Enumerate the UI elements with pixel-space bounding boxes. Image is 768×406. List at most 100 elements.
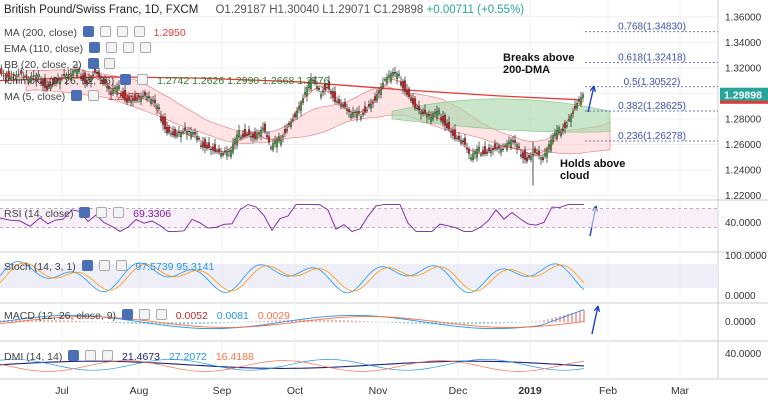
candle-body	[450, 131, 452, 132]
candle-body	[544, 153, 546, 156]
macd-histogram-bar	[539, 321, 541, 322]
candle-body	[304, 92, 306, 95]
candle-body	[360, 117, 362, 119]
close-icon[interactable]	[123, 42, 134, 53]
candle-body	[392, 72, 394, 75]
x-tick-label: Oct	[287, 385, 303, 397]
dmi-legend[interactable]: DMI (14, 14) 21.4673 27.2072 16.4188	[4, 350, 254, 363]
macd-histogram-bar	[463, 322, 465, 325]
x-tick-label: 2019	[518, 385, 542, 397]
visibility-toggle-icon[interactable]	[83, 26, 94, 37]
candle-body	[140, 97, 142, 101]
candle-body	[522, 153, 524, 158]
annotation-holds: Holds above cloud	[560, 158, 625, 182]
candle-body	[176, 134, 178, 137]
settings-icon[interactable]	[137, 74, 148, 85]
macd-histogram-bar	[355, 321, 357, 323]
symbol-title[interactable]: British Pound/Swiss Franc, 1D, FXCM	[4, 4, 198, 16]
visibility-toggle-icon[interactable]	[79, 207, 90, 218]
macd-histogram-bar	[227, 322, 229, 323]
dmi-label: DMI (14, 14)	[4, 351, 62, 363]
visibility-toggle-icon[interactable]	[122, 309, 133, 320]
candle-body	[266, 135, 268, 137]
candle-body	[444, 115, 446, 125]
macd-histogram-bar	[511, 322, 513, 323]
indicator-ema110[interactable]: EMA (110, close)	[4, 42, 151, 55]
visibility-toggle-icon[interactable]	[82, 260, 93, 271]
candle-body	[334, 92, 336, 102]
close-icon[interactable]	[113, 207, 124, 218]
annotation-holds-line1: Holds above	[560, 158, 625, 170]
candle-body	[320, 95, 322, 98]
close-icon[interactable]	[156, 309, 167, 320]
annotation-breaks: Breaks above 200-DMA	[503, 52, 575, 76]
chart-header: British Pound/Swiss Franc, 1D, FXCM O1.2…	[4, 4, 524, 16]
indicator-ma5[interactable]: MA (5, close) 1.2977	[4, 90, 140, 103]
candle-body	[502, 149, 504, 150]
indicator-bb[interactable]: BB (20, close, 2)	[4, 58, 115, 71]
indicator-ma200[interactable]: MA (200, close) 1.2950	[4, 26, 186, 39]
candle-body	[526, 158, 528, 162]
visibility-toggle-icon[interactable]	[68, 350, 79, 361]
candle-body	[154, 100, 156, 103]
settings-icon[interactable]	[100, 26, 111, 37]
stoch-legend[interactable]: Stoch (14, 3, 1) 97.5739 95.3141	[4, 260, 214, 273]
settings-icon[interactable]	[96, 207, 107, 218]
macd-histogram-bar	[339, 320, 341, 322]
macd-histogram-bar	[507, 322, 509, 323]
visibility-toggle-icon[interactable]	[120, 74, 131, 85]
stoch-tick-label: 100.0000	[725, 251, 767, 262]
candle-body	[238, 130, 240, 136]
settings-icon[interactable]	[99, 260, 110, 271]
annotation-holds-line2: cloud	[560, 170, 625, 182]
macd-histogram-bar	[519, 322, 521, 323]
close-icon[interactable]	[102, 350, 113, 361]
visibility-toggle-icon[interactable]	[71, 90, 82, 101]
candle-body	[398, 74, 400, 75]
macd-histogram-bar	[323, 320, 325, 323]
settings-icon[interactable]	[88, 90, 99, 101]
candle-body	[144, 92, 146, 95]
candle-body	[410, 99, 412, 101]
ema110-label: EMA (110, close)	[4, 43, 83, 55]
settings-icon[interactable]	[85, 350, 96, 361]
candle-body	[222, 153, 224, 154]
fib-label-0.768: 0.768(1.34830)	[618, 22, 686, 33]
candle-body	[242, 134, 244, 137]
settings-icon[interactable]	[106, 42, 117, 53]
close-icon[interactable]	[116, 260, 127, 271]
candle-body	[164, 117, 166, 129]
ma200-tag	[720, 101, 768, 104]
settings-icon[interactable]	[104, 58, 115, 69]
candle-body	[520, 155, 522, 157]
macd-histogram-bar	[347, 320, 349, 322]
candle-body	[148, 97, 150, 98]
candle-body	[280, 141, 282, 145]
candle-body	[190, 132, 192, 137]
macd-histogram-bar	[475, 322, 477, 324]
macd-histogram-bar	[127, 322, 129, 324]
candle-body	[210, 149, 212, 150]
more-icon[interactable]	[140, 42, 151, 53]
macd-histogram-bar	[115, 322, 117, 323]
visibility-toggle-icon[interactable]	[88, 58, 99, 69]
candle-body	[142, 96, 144, 97]
more-icon[interactable]	[134, 26, 145, 37]
macd-histogram-bar	[415, 322, 417, 324]
close-icon[interactable]	[117, 26, 128, 37]
macd-legend[interactable]: MACD (12, 26, close, 9) 0.0052 0.0081 0.…	[4, 309, 290, 322]
indicator-ichimoku[interactable]: Ichimoku (9, 26, 52, 26) 1.2742 1.2626 1…	[4, 74, 329, 87]
candle-body	[228, 151, 230, 152]
candle-body	[326, 87, 328, 88]
candle-body	[114, 88, 116, 89]
visibility-toggle-icon[interactable]	[89, 42, 100, 53]
candle-body	[152, 100, 154, 101]
candle-body	[404, 81, 406, 92]
macd-histogram-bar	[467, 322, 469, 324]
settings-icon[interactable]	[139, 309, 150, 320]
macd-histogram-bar	[531, 322, 533, 323]
x-tick-label: Sep	[213, 385, 232, 397]
candle-body	[546, 149, 548, 157]
rsi-legend[interactable]: RSI (14, close) 69.3306	[4, 207, 171, 220]
ichimoku-values: 1.2742 1.2626 1.2990 1.2668 1.2776	[157, 75, 329, 87]
